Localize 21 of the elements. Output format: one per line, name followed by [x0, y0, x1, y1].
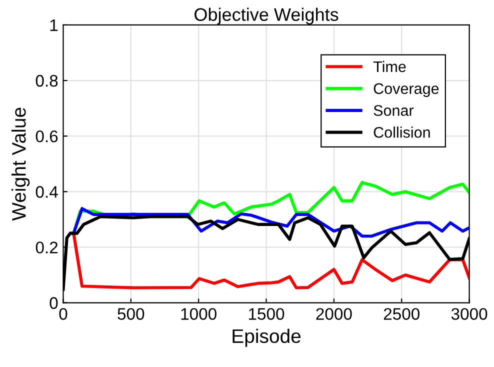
y-tick-label: 1: [50, 20, 58, 31]
x-tick-label: 1500: [249, 308, 284, 320]
x-tick-label: 2500: [384, 308, 420, 320]
y-tick-label: 0.4: [36, 186, 58, 198]
legend-label: Sonar: [374, 105, 414, 116]
legend-label: Collision: [374, 126, 430, 138]
y-tick-label: 0.8: [36, 74, 58, 87]
legend-label: Coverage: [374, 83, 439, 98]
y-tick-label: 0: [50, 297, 58, 309]
x-tick-label: 0: [59, 308, 68, 320]
y-tick-label: 0.2: [36, 242, 58, 254]
x-tick-label: 2000: [316, 308, 352, 320]
x-tick-label: 1000: [181, 308, 216, 320]
x-tick-label: 3000: [451, 308, 488, 320]
legend-label: Time: [373, 60, 406, 72]
x-tick-label: 500: [118, 308, 144, 320]
chart-title: Objective Weights: [194, 8, 338, 25]
line-series: [70, 207, 470, 238]
y-axis-title: Weight Value: [12, 108, 30, 221]
x-axis-title: Episode: [232, 328, 301, 347]
y-tick-label: 0.6: [36, 130, 58, 142]
